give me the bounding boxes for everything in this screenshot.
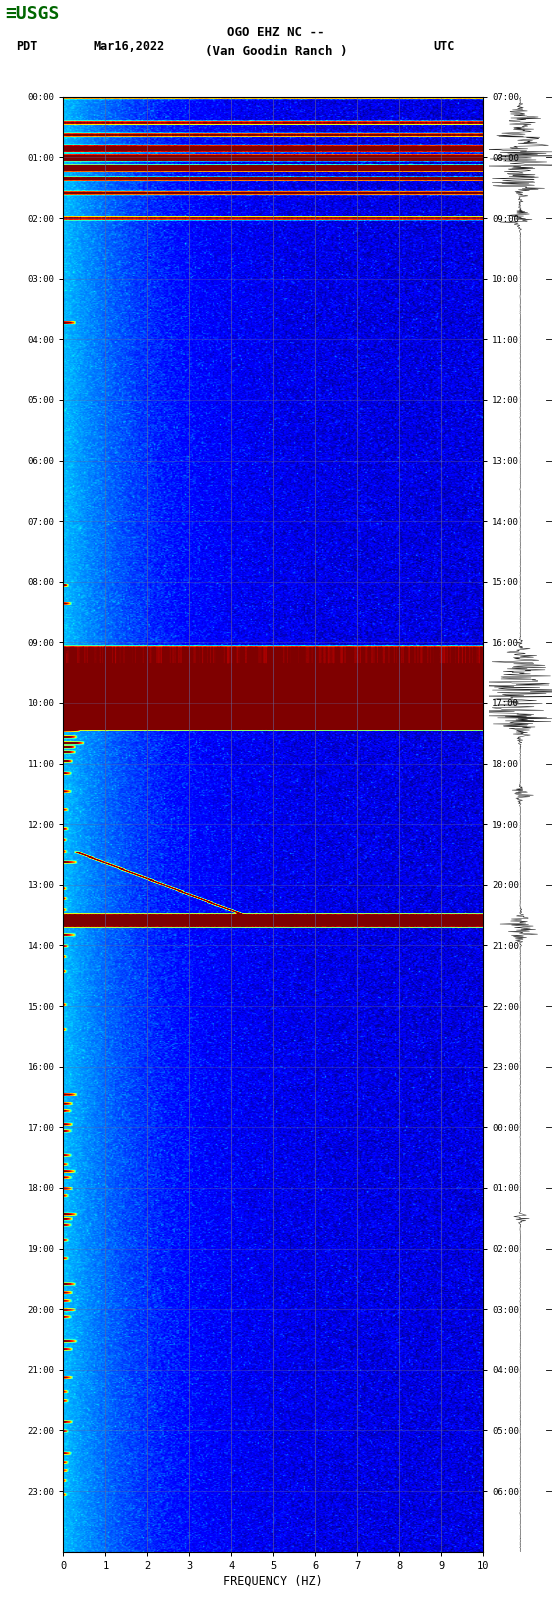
Text: Mar16,2022: Mar16,2022 [94, 40, 165, 53]
X-axis label: FREQUENCY (HZ): FREQUENCY (HZ) [224, 1574, 323, 1587]
Text: ≡USGS: ≡USGS [6, 5, 60, 23]
Text: (Van Goodin Ranch ): (Van Goodin Ranch ) [205, 45, 347, 58]
Text: UTC: UTC [433, 40, 455, 53]
Text: PDT: PDT [17, 40, 38, 53]
Text: OGO EHZ NC --: OGO EHZ NC -- [227, 26, 325, 39]
